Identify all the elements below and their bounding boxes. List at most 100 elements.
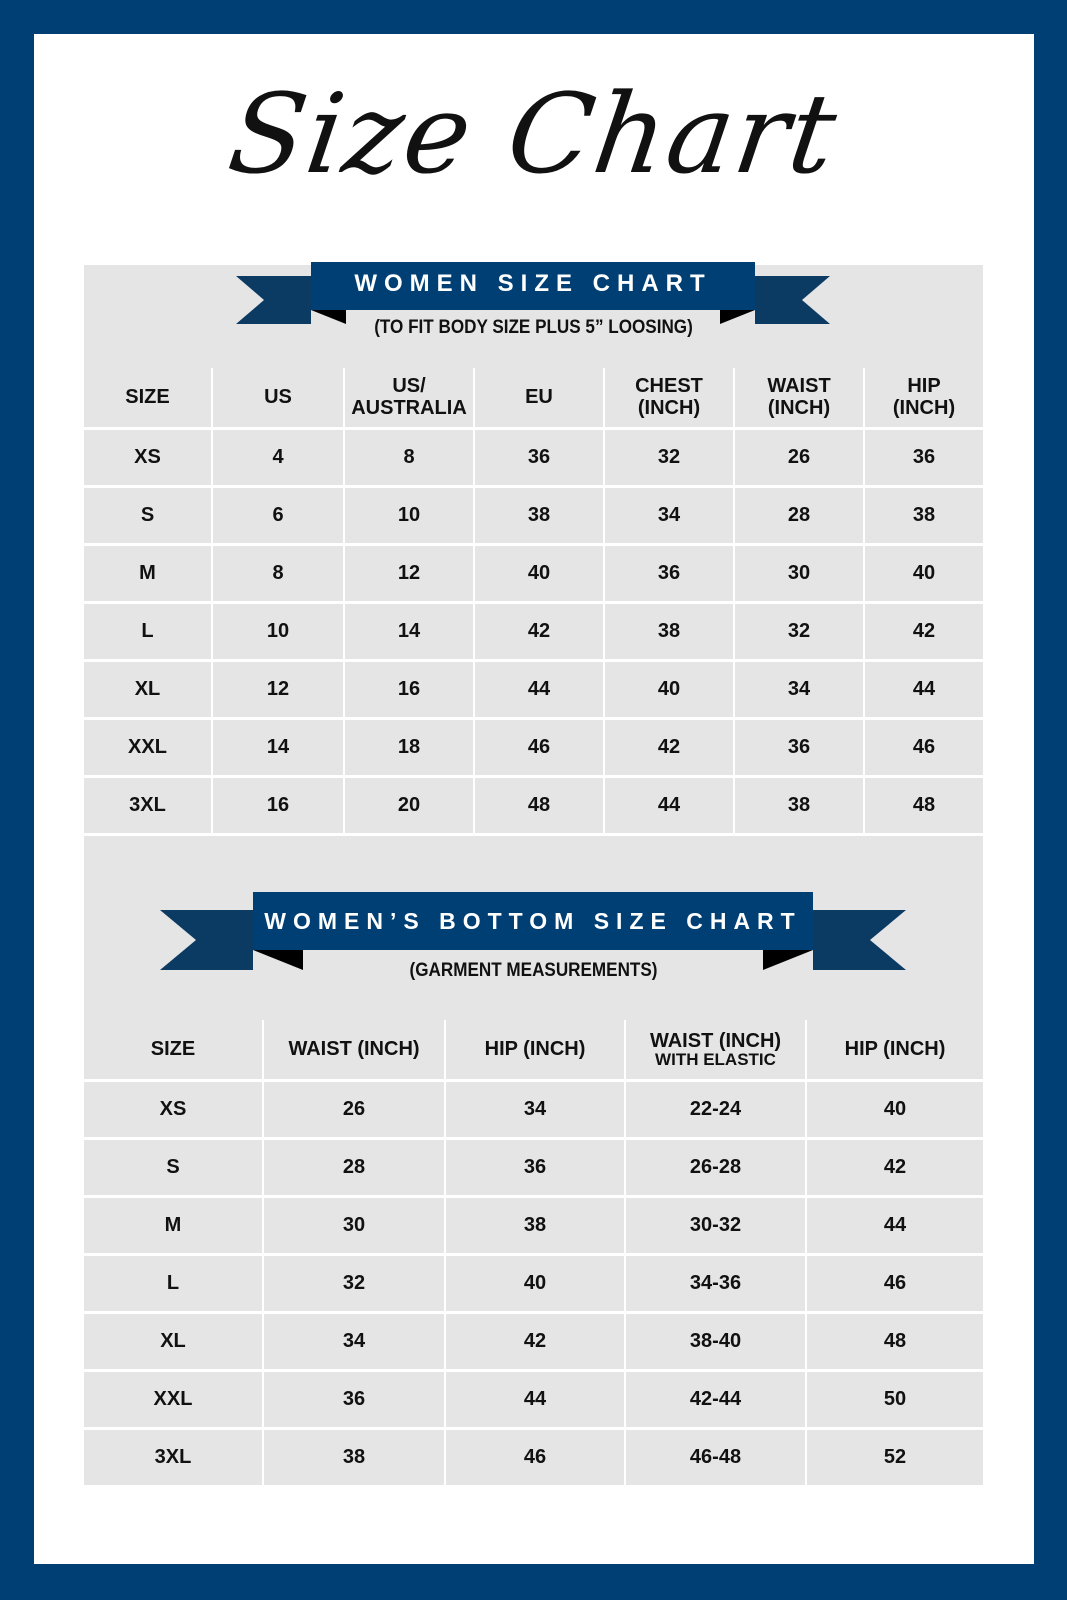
value-cell: 34 [262, 1312, 445, 1372]
value-cell: 36 [863, 428, 983, 488]
value-cell: 30 [262, 1196, 445, 1256]
table-row: XS 26 34 22-24 40 [84, 1080, 983, 1140]
value-cell: 42 [603, 718, 734, 778]
table-row: XL 34 42 38-40 48 [84, 1312, 983, 1372]
table-row: XXL 36 44 42-44 50 [84, 1370, 983, 1430]
column-header: SIZE [84, 1020, 263, 1082]
value-cell: 16 [343, 660, 474, 720]
header-text: (INCH) [637, 397, 701, 420]
header-text: HIP [907, 375, 941, 398]
header-text: WAIST (INCH) [649, 1030, 782, 1053]
value-cell: 34 [444, 1080, 625, 1140]
value-cell: 44 [603, 776, 734, 836]
value-cell: 6 [211, 486, 344, 546]
bottom-ribbon: WOMEN’S BOTTOM SIZE CHART [160, 892, 906, 970]
value-cell: 4 [211, 428, 344, 488]
value-cell: 40 [603, 660, 734, 720]
value-cell: 42 [473, 602, 604, 662]
value-cell: 38 [603, 602, 734, 662]
value-cell: 38 [733, 776, 864, 836]
value-cell: 34 [603, 486, 734, 546]
column-header: US/AUSTRALIA [343, 368, 474, 430]
value-cell: 42-44 [624, 1370, 806, 1430]
size-cell: L [84, 602, 212, 662]
size-cell: M [84, 1196, 263, 1256]
header-text: WITH ELASTIC [655, 1050, 776, 1070]
column-header: HIP (INCH) [863, 368, 983, 430]
value-cell: 46 [444, 1428, 625, 1488]
value-cell: 52 [805, 1428, 983, 1488]
value-cell: 46 [473, 718, 604, 778]
value-cell: 34 [733, 660, 864, 720]
value-cell: 36 [733, 718, 864, 778]
bottom-chart-heading: WOMEN’S BOTTOM SIZE CHART [264, 908, 802, 934]
value-cell: 48 [863, 776, 983, 836]
value-cell: 32 [603, 428, 734, 488]
ribbon-shape-icon [160, 892, 906, 970]
value-cell: 30-32 [624, 1196, 806, 1256]
value-cell: 26-28 [624, 1138, 806, 1198]
size-cell: L [84, 1254, 263, 1314]
value-cell: 34-36 [624, 1254, 806, 1314]
value-cell: 36 [444, 1138, 625, 1198]
value-cell: 18 [343, 718, 474, 778]
size-cell: 3XL [84, 1428, 263, 1488]
header-row: SIZE US US/AUSTRALIA EU CHEST (INCH) WAIST (INC… [84, 368, 983, 430]
top-chart-subtitle: (TO FIT BODY SIZE PLUS 5” LOOSING) [374, 317, 693, 338]
value-cell: 28 [262, 1138, 445, 1198]
column-header: US [211, 368, 344, 430]
value-cell: 38 [444, 1196, 625, 1256]
value-cell: 40 [444, 1254, 625, 1314]
header-text: US/ [392, 375, 426, 398]
table-row: XL 12 16 44 40 34 44 [84, 660, 983, 720]
page-title: Size Chart [221, 70, 846, 198]
value-cell: 44 [863, 660, 983, 720]
column-header: SIZE [84, 368, 212, 430]
size-cell: XXL [84, 1370, 263, 1430]
value-cell: 28 [733, 486, 864, 546]
column-header: WAIST (INCH) [262, 1020, 445, 1082]
value-cell: 44 [444, 1370, 625, 1430]
header-text: SIZE [150, 1038, 196, 1061]
value-cell: 36 [262, 1370, 445, 1430]
value-cell: 46 [863, 718, 983, 778]
column-header: HIP (INCH) [805, 1020, 983, 1082]
header-text: (INCH) [767, 397, 831, 420]
size-cell: XS [84, 1080, 263, 1140]
table-row: L 10 14 42 38 32 42 [84, 602, 983, 662]
table-row: M 8 12 40 36 30 40 [84, 544, 983, 604]
value-cell: 50 [805, 1370, 983, 1430]
table-row: 3XL 38 46 46-48 52 [84, 1428, 983, 1488]
header-text: WAIST [767, 375, 831, 398]
top-chart-heading: WOMEN SIZE CHART [354, 270, 712, 297]
table-row: XXL 14 18 46 42 36 46 [84, 718, 983, 778]
value-cell: 44 [473, 660, 604, 720]
value-cell: 44 [805, 1196, 983, 1256]
value-cell: 12 [343, 544, 474, 604]
ribbon-shape-icon [236, 262, 830, 324]
value-cell: 42 [444, 1312, 625, 1372]
value-cell: 42 [805, 1138, 983, 1198]
value-cell: 14 [343, 602, 474, 662]
value-cell: 36 [603, 544, 734, 604]
header-text: (INCH) [892, 397, 956, 420]
header-text: EU [525, 386, 553, 409]
header-row: SIZE WAIST (INCH) HIP (INCH) WAIST (INCH) WI… [84, 1020, 983, 1082]
size-cell: XXL [84, 718, 212, 778]
value-cell: 10 [343, 486, 474, 546]
value-cell: 46-48 [624, 1428, 806, 1488]
size-cell: 3XL [84, 776, 212, 836]
value-cell: 22-24 [624, 1080, 806, 1140]
table-row: XS 4 8 36 32 26 36 [84, 428, 983, 488]
value-cell: 14 [211, 718, 344, 778]
value-cell: 26 [262, 1080, 445, 1140]
value-cell: 48 [805, 1312, 983, 1372]
column-header: HIP (INCH) [444, 1020, 625, 1082]
value-cell: 46 [805, 1254, 983, 1314]
value-cell: 20 [343, 776, 474, 836]
value-cell: 26 [733, 428, 864, 488]
header-text: HIP (INCH) [484, 1038, 586, 1061]
header-text: SIZE [125, 386, 170, 409]
value-cell: 32 [262, 1254, 445, 1314]
women-size-table: SIZE US US/AUSTRALIA EU CHEST (INCH) WAIST (INC… [84, 368, 983, 836]
